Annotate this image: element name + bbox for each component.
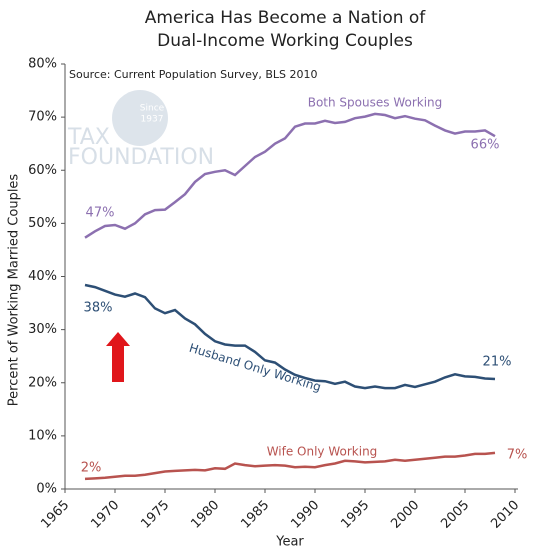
y-tick-label: 20% bbox=[28, 375, 57, 390]
x-tick-label: 1985 bbox=[238, 498, 272, 532]
watermark-seal bbox=[112, 90, 168, 146]
value-label: 2% bbox=[81, 461, 102, 476]
series-label: Husband Only Working bbox=[188, 341, 323, 394]
x-tick-label: 1975 bbox=[138, 498, 172, 532]
watermark-text: FOUNDATION bbox=[68, 145, 214, 170]
watermark-text: 1937 bbox=[141, 115, 164, 125]
x-tick-label: 1980 bbox=[188, 498, 222, 532]
series-label: Both Spouses Working bbox=[308, 96, 443, 110]
x-tick-label: 1965 bbox=[38, 498, 72, 532]
y-tick-label: 80% bbox=[28, 57, 57, 72]
value-label: 66% bbox=[471, 138, 500, 153]
watermark-text: Since bbox=[140, 104, 165, 114]
value-label: 38% bbox=[84, 301, 113, 316]
series-line bbox=[84, 112, 496, 239]
x-tick-label: 1970 bbox=[88, 498, 122, 532]
value-label: 47% bbox=[86, 206, 115, 221]
value-label: 7% bbox=[507, 448, 528, 463]
y-axis-title: Percent of Working Married Couples bbox=[7, 174, 22, 407]
x-tick-label: 1995 bbox=[338, 498, 372, 532]
series-line bbox=[84, 283, 496, 390]
y-tick-label: 50% bbox=[28, 216, 57, 231]
y-tick-label: 10% bbox=[28, 428, 57, 443]
watermark: TAX FOUNDATION Since 1937 bbox=[67, 90, 214, 170]
y-tick-label: 30% bbox=[28, 322, 57, 337]
x-tick-label: 2010 bbox=[488, 498, 522, 532]
arrow bbox=[106, 332, 130, 382]
series-label: Wife Only Working bbox=[267, 445, 378, 459]
series-line bbox=[84, 451, 496, 481]
watermark-text: TAX bbox=[67, 125, 110, 150]
x-axis-title: Year bbox=[275, 535, 304, 550]
source-note: Source: Current Population Survey, BLS 2… bbox=[69, 68, 318, 81]
y-tick-label: 0% bbox=[36, 482, 57, 497]
y-tick-label: 70% bbox=[28, 110, 57, 125]
x-tick-label: 1990 bbox=[288, 498, 322, 532]
x-tick-label: 2005 bbox=[438, 498, 472, 532]
chart-title: Dual-Income Working Couples bbox=[157, 31, 413, 51]
y-tick-label: 60% bbox=[28, 163, 57, 178]
value-label: 21% bbox=[483, 355, 512, 370]
chart-title: America Has Become a Nation of bbox=[145, 8, 427, 28]
y-tick-label: 40% bbox=[28, 269, 57, 284]
x-tick-label: 2000 bbox=[388, 498, 422, 532]
